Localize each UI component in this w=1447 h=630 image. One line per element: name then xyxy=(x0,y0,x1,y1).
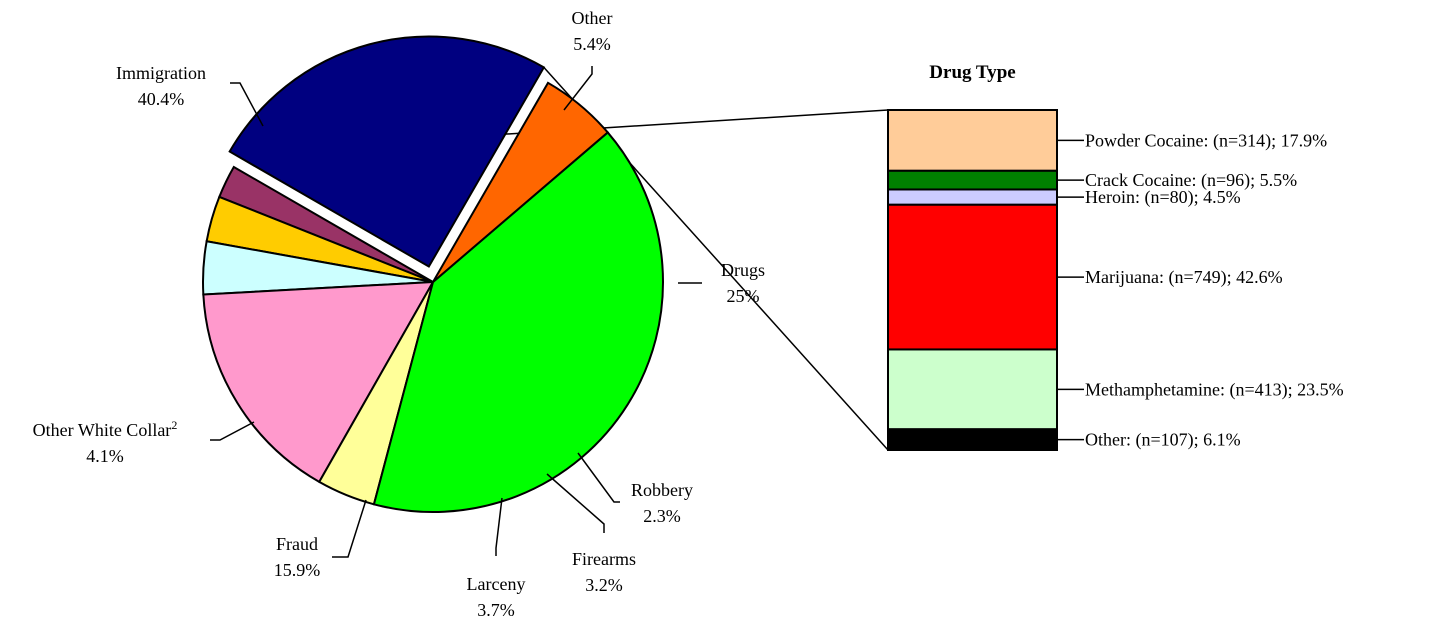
pie-slice-fraud xyxy=(202,280,435,484)
slice-value-immigration: 40.4% xyxy=(138,89,185,109)
slice-label-drugs: Drugs xyxy=(721,260,765,280)
bar-label-crack-cocaine: Crack Cocaine: (n=96); 5.5% xyxy=(1085,170,1297,191)
slice-value-drugs: 25% xyxy=(727,286,760,306)
bar-segment-crack-cocaine xyxy=(887,169,1058,191)
leader-line-other xyxy=(563,66,593,111)
leader-line-other-white-collar xyxy=(210,421,255,441)
bar-segment-heroin xyxy=(887,188,1058,206)
bar-segment-other xyxy=(887,428,1058,452)
slice-label-other-white-collar: Other White Collar2 xyxy=(33,418,178,440)
drug-type-bar: Powder Cocaine: (n=314); 17.9% Crack Coca… xyxy=(887,62,1344,452)
pie-slice-other xyxy=(432,81,610,283)
slice-value-other-white-collar: 4.1% xyxy=(86,446,124,466)
bar-segment-methamphetamine xyxy=(887,348,1058,431)
bar-label-methamphetamine: Methamphetamine: (n=413); 23.5% xyxy=(1085,379,1344,400)
pie-slice-immigration xyxy=(372,131,664,513)
bar-label-marijuana: Marijuana: (n=749); 42.6% xyxy=(1085,267,1283,288)
bar-segment-marijuana xyxy=(887,203,1058,351)
leader-line-immigration xyxy=(230,82,264,127)
bar-label-powder-cocaine: Powder Cocaine: (n=314); 17.9% xyxy=(1085,130,1327,151)
leader-line-robbery xyxy=(577,452,620,503)
slice-label-footnote: 2 xyxy=(171,418,177,432)
slice-value-other: 5.4% xyxy=(573,34,611,54)
bar-title: Drug Type xyxy=(929,62,1015,83)
slice-value-fraud: 15.9% xyxy=(274,560,321,580)
slice-label-other: Other xyxy=(572,8,613,28)
pie-slice-drugs xyxy=(228,35,546,268)
slice-label-fraud: Fraud xyxy=(276,534,318,554)
bar-label-other: Other: (n=107); 6.1% xyxy=(1085,430,1241,451)
slice-value-robbery: 2.3% xyxy=(643,506,681,526)
slice-label-firearms: Firearms xyxy=(572,549,636,569)
slice-label-larceny: Larceny xyxy=(467,574,526,594)
bar-label-heroin: Heroin: (n=80); 4.5% xyxy=(1085,187,1241,208)
leader-line-larceny xyxy=(495,497,503,556)
offense-pie xyxy=(202,35,664,513)
bar-segment-powder-cocaine xyxy=(887,109,1058,172)
slice-value-firearms: 3.2% xyxy=(585,575,623,595)
slice-label-robbery: Robbery xyxy=(631,480,693,500)
slice-label-immigration: Immigration xyxy=(116,63,206,83)
leader-line-firearms xyxy=(546,473,605,533)
leader-line-fraud xyxy=(332,499,367,558)
slice-value-larceny: 3.7% xyxy=(477,600,515,620)
